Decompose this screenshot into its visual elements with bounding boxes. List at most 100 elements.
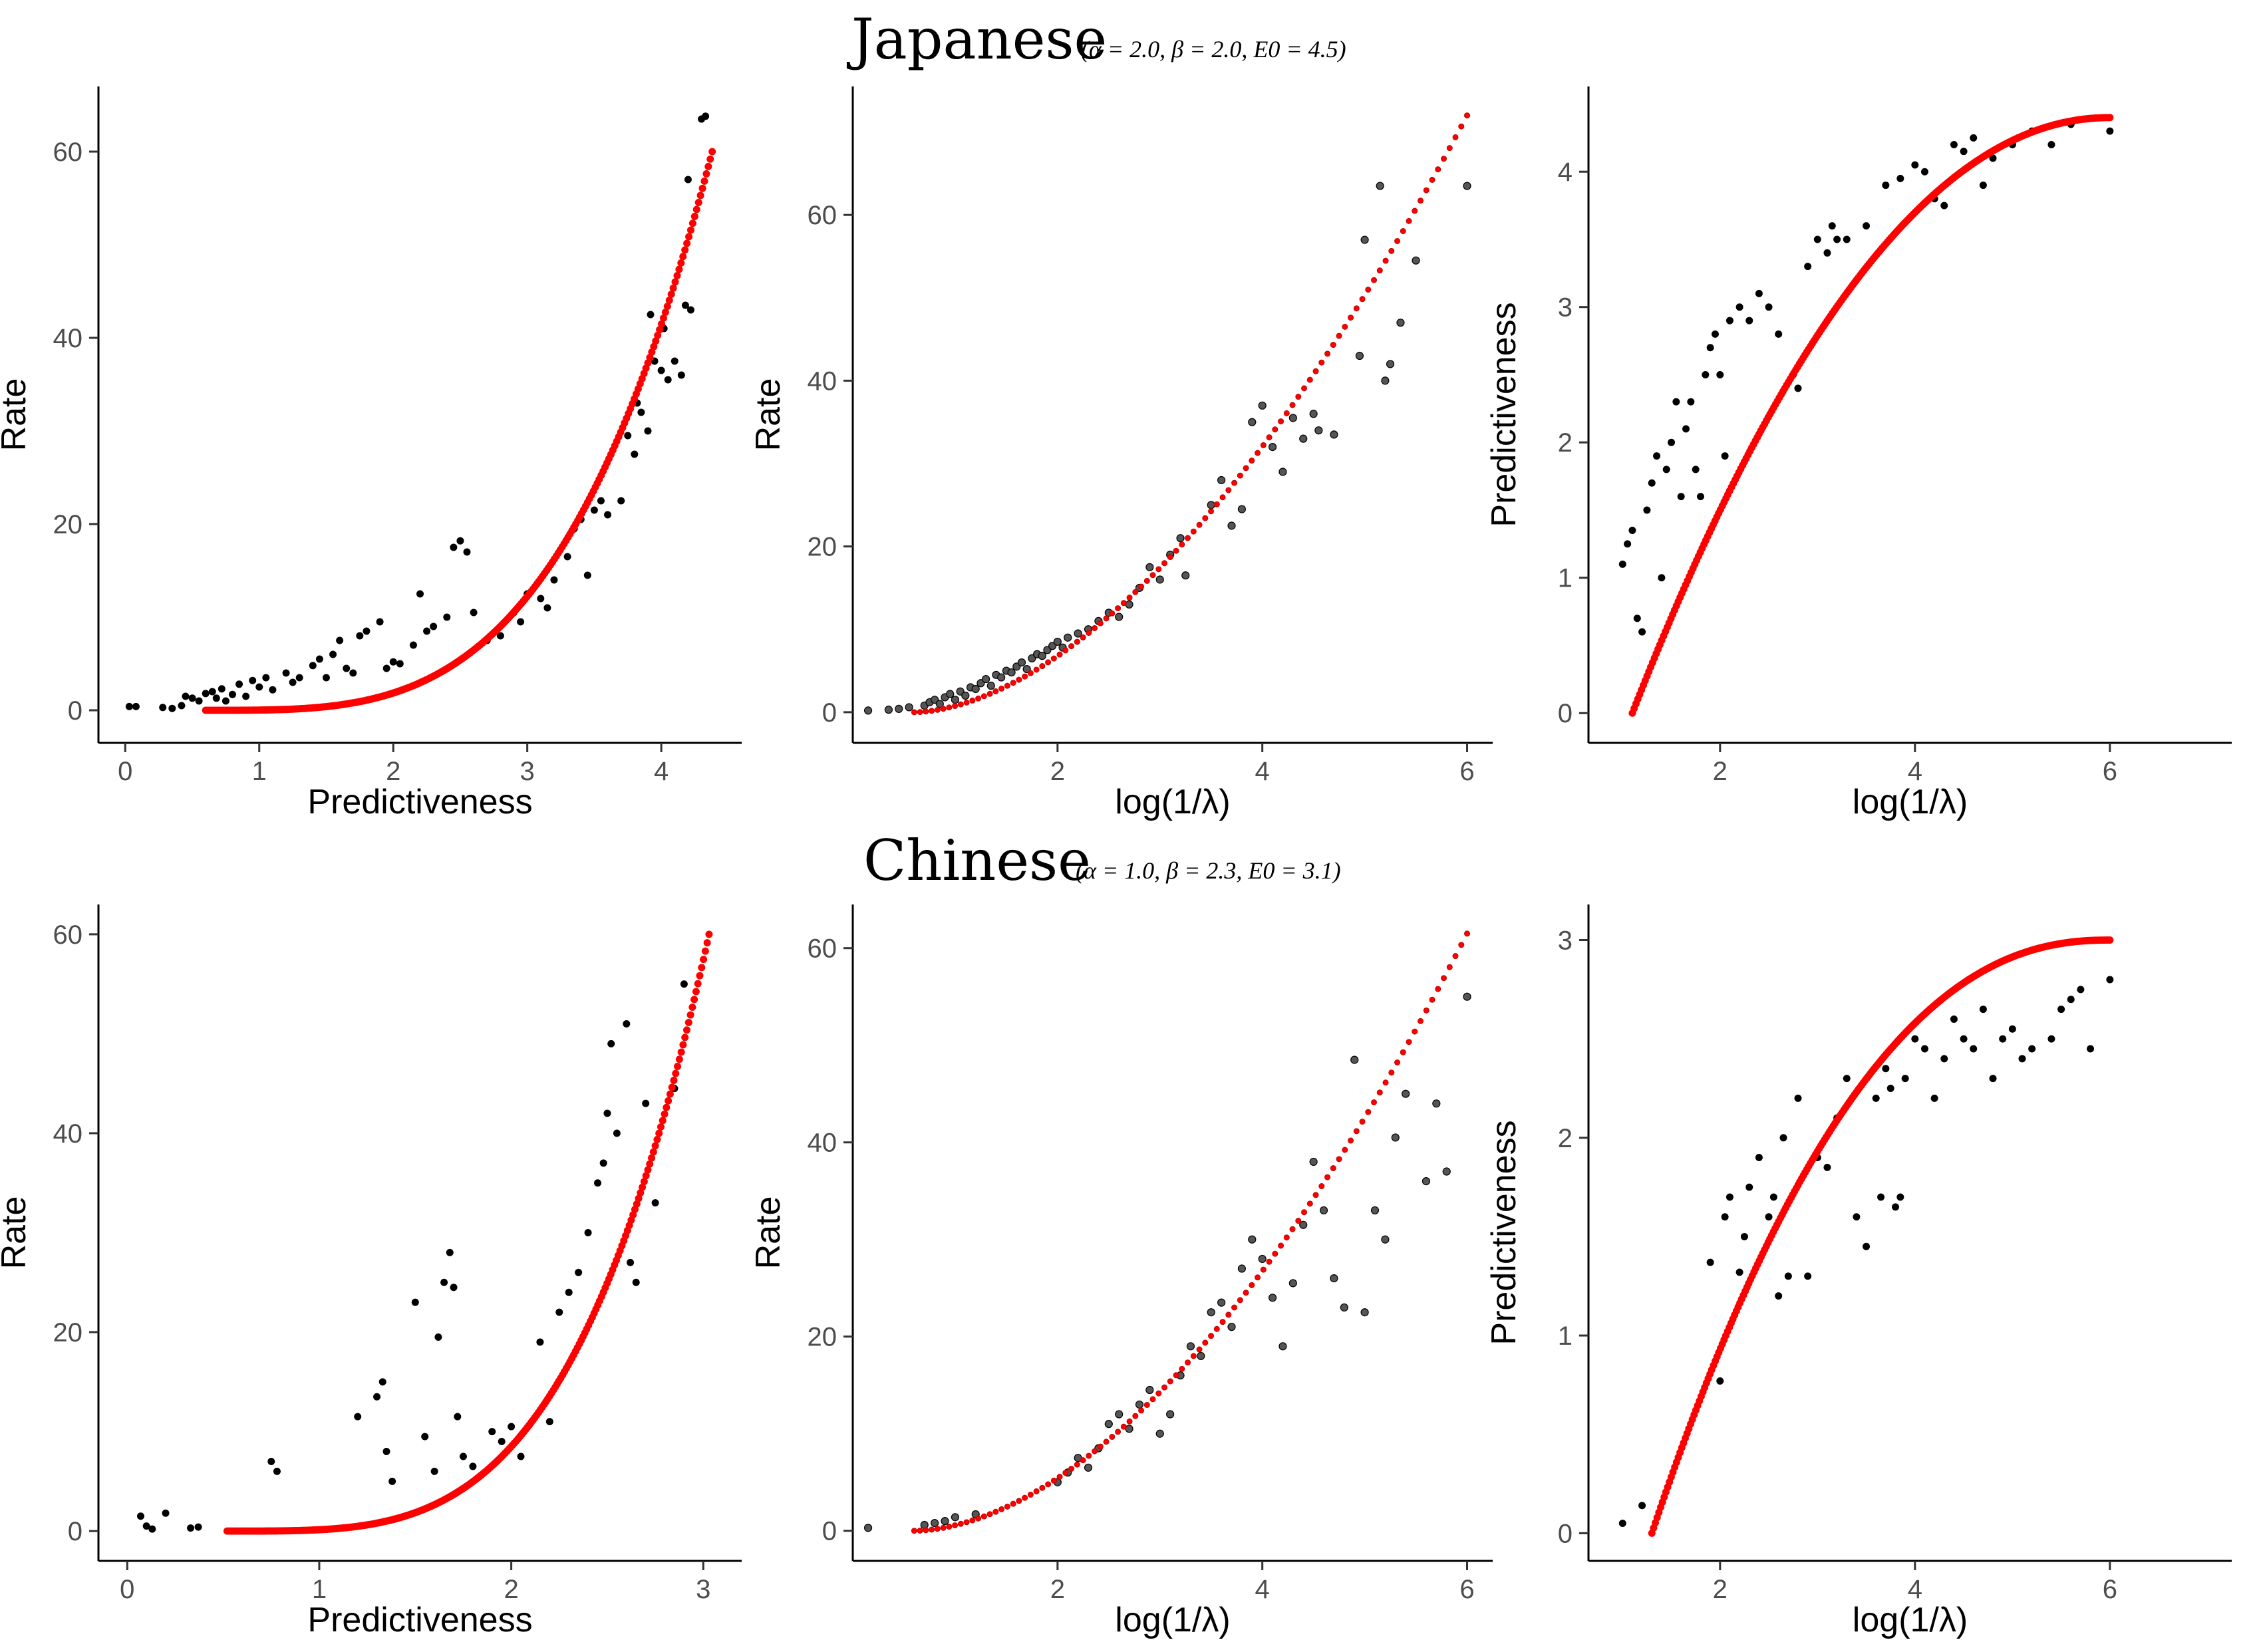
data-point (941, 1517, 949, 1526)
fit-point (1423, 1007, 1429, 1014)
fit-point (911, 1528, 917, 1534)
fit-point (703, 939, 711, 947)
data-point (2018, 1055, 2026, 1063)
data-point (1775, 330, 1783, 338)
data-point (1633, 615, 1641, 622)
data-point (1804, 263, 1812, 271)
x-axis-title: Predictiveness (307, 1601, 532, 1639)
data-point (1794, 384, 1802, 392)
data-point (1668, 438, 1676, 446)
fit-point (675, 1055, 683, 1063)
data-point (249, 676, 257, 684)
fit-point (1219, 1319, 1226, 1325)
data-point (1779, 1134, 1787, 1142)
fit-point (673, 272, 681, 280)
fit-point (1446, 964, 1453, 970)
fit-point (1272, 1250, 1279, 1257)
fit-point (667, 290, 675, 298)
fit-point (679, 253, 687, 261)
data-point (1794, 1094, 1802, 1102)
data-point (1692, 466, 1700, 474)
data-point (440, 1278, 448, 1286)
fit-point (1132, 1413, 1139, 1419)
fit-point (1196, 1346, 1203, 1353)
fit-point (1208, 508, 1215, 515)
data-point (1017, 658, 1026, 667)
data-point (1920, 168, 1928, 176)
data-point (1721, 1213, 1729, 1221)
fit-point (1022, 1494, 1028, 1501)
data-point (1863, 1242, 1871, 1250)
y-tick-label: 0 (822, 1517, 837, 1546)
fit-point (929, 708, 935, 714)
data-point (1892, 1203, 1900, 1211)
data-point (1677, 493, 1685, 501)
fit-point (659, 1117, 667, 1125)
data-point (1084, 1463, 1093, 1472)
fit-point (653, 1136, 661, 1144)
data-point (1463, 182, 1471, 190)
data-point (1702, 370, 1710, 378)
fit-point (1464, 112, 1471, 119)
data-point (1227, 521, 1236, 530)
data-point (1940, 1055, 1948, 1063)
fit-point (1027, 670, 1034, 676)
data-point (1104, 1420, 1113, 1429)
data-point (1696, 493, 1704, 501)
data-point (905, 703, 913, 712)
x-tick-label: 2 (1713, 757, 1728, 786)
fit-point (637, 1189, 645, 1197)
data-point (677, 371, 685, 379)
data-point (132, 702, 140, 710)
data-point (1930, 1094, 1938, 1102)
fit-point (639, 1183, 647, 1191)
fit-point (1213, 501, 1220, 507)
data-point (961, 691, 970, 700)
data-point (389, 658, 397, 666)
data-point (470, 609, 478, 617)
fit-point (1173, 1372, 1179, 1379)
data-point (1381, 376, 1390, 385)
fit-point (1022, 673, 1028, 680)
fit-point (980, 1513, 987, 1520)
fit-point (1033, 1488, 1040, 1494)
y-tick-label: 1 (1558, 564, 1573, 593)
data-point (1145, 563, 1154, 571)
data-point (1181, 571, 1190, 580)
data-point (148, 1525, 156, 1533)
fit-point (1068, 643, 1075, 650)
data-point (450, 1284, 458, 1292)
data-point (1950, 1015, 1958, 1023)
data-point (1687, 398, 1695, 406)
x-axis-title: log(1/λ) (1115, 783, 1230, 821)
y-axis-title: Predictiveness (1485, 1120, 1523, 1345)
data-point (443, 613, 451, 621)
data-point (536, 1338, 544, 1346)
data-point (1217, 476, 1226, 485)
data-point (1920, 1045, 1928, 1053)
x-tick-label: 6 (2103, 757, 2117, 786)
x-axis-title: Predictiveness (307, 783, 532, 821)
fit-point (1289, 402, 1296, 408)
fit-point (686, 226, 694, 234)
fit-point (1143, 1401, 1150, 1408)
fit-point (1086, 630, 1092, 636)
fit-point (1161, 560, 1168, 567)
y-tick-label: 0 (822, 698, 837, 728)
data-point (1217, 1298, 1226, 1307)
data-point (1248, 1235, 1257, 1244)
data-point (1872, 1094, 1880, 1102)
fit-point (635, 1194, 643, 1202)
fit-point (1418, 1018, 1424, 1024)
data-point (680, 980, 688, 988)
data-point (1186, 1342, 1195, 1351)
data-point (545, 1418, 553, 1426)
fit-point (998, 685, 1005, 692)
fit-point (1219, 494, 1226, 501)
data-point (363, 627, 371, 635)
x-tick-label: 1 (312, 1575, 327, 1604)
fit-point (698, 964, 706, 972)
data-point (1863, 222, 1871, 230)
x-tick-label: 6 (1459, 757, 1474, 786)
data-point (597, 497, 605, 505)
